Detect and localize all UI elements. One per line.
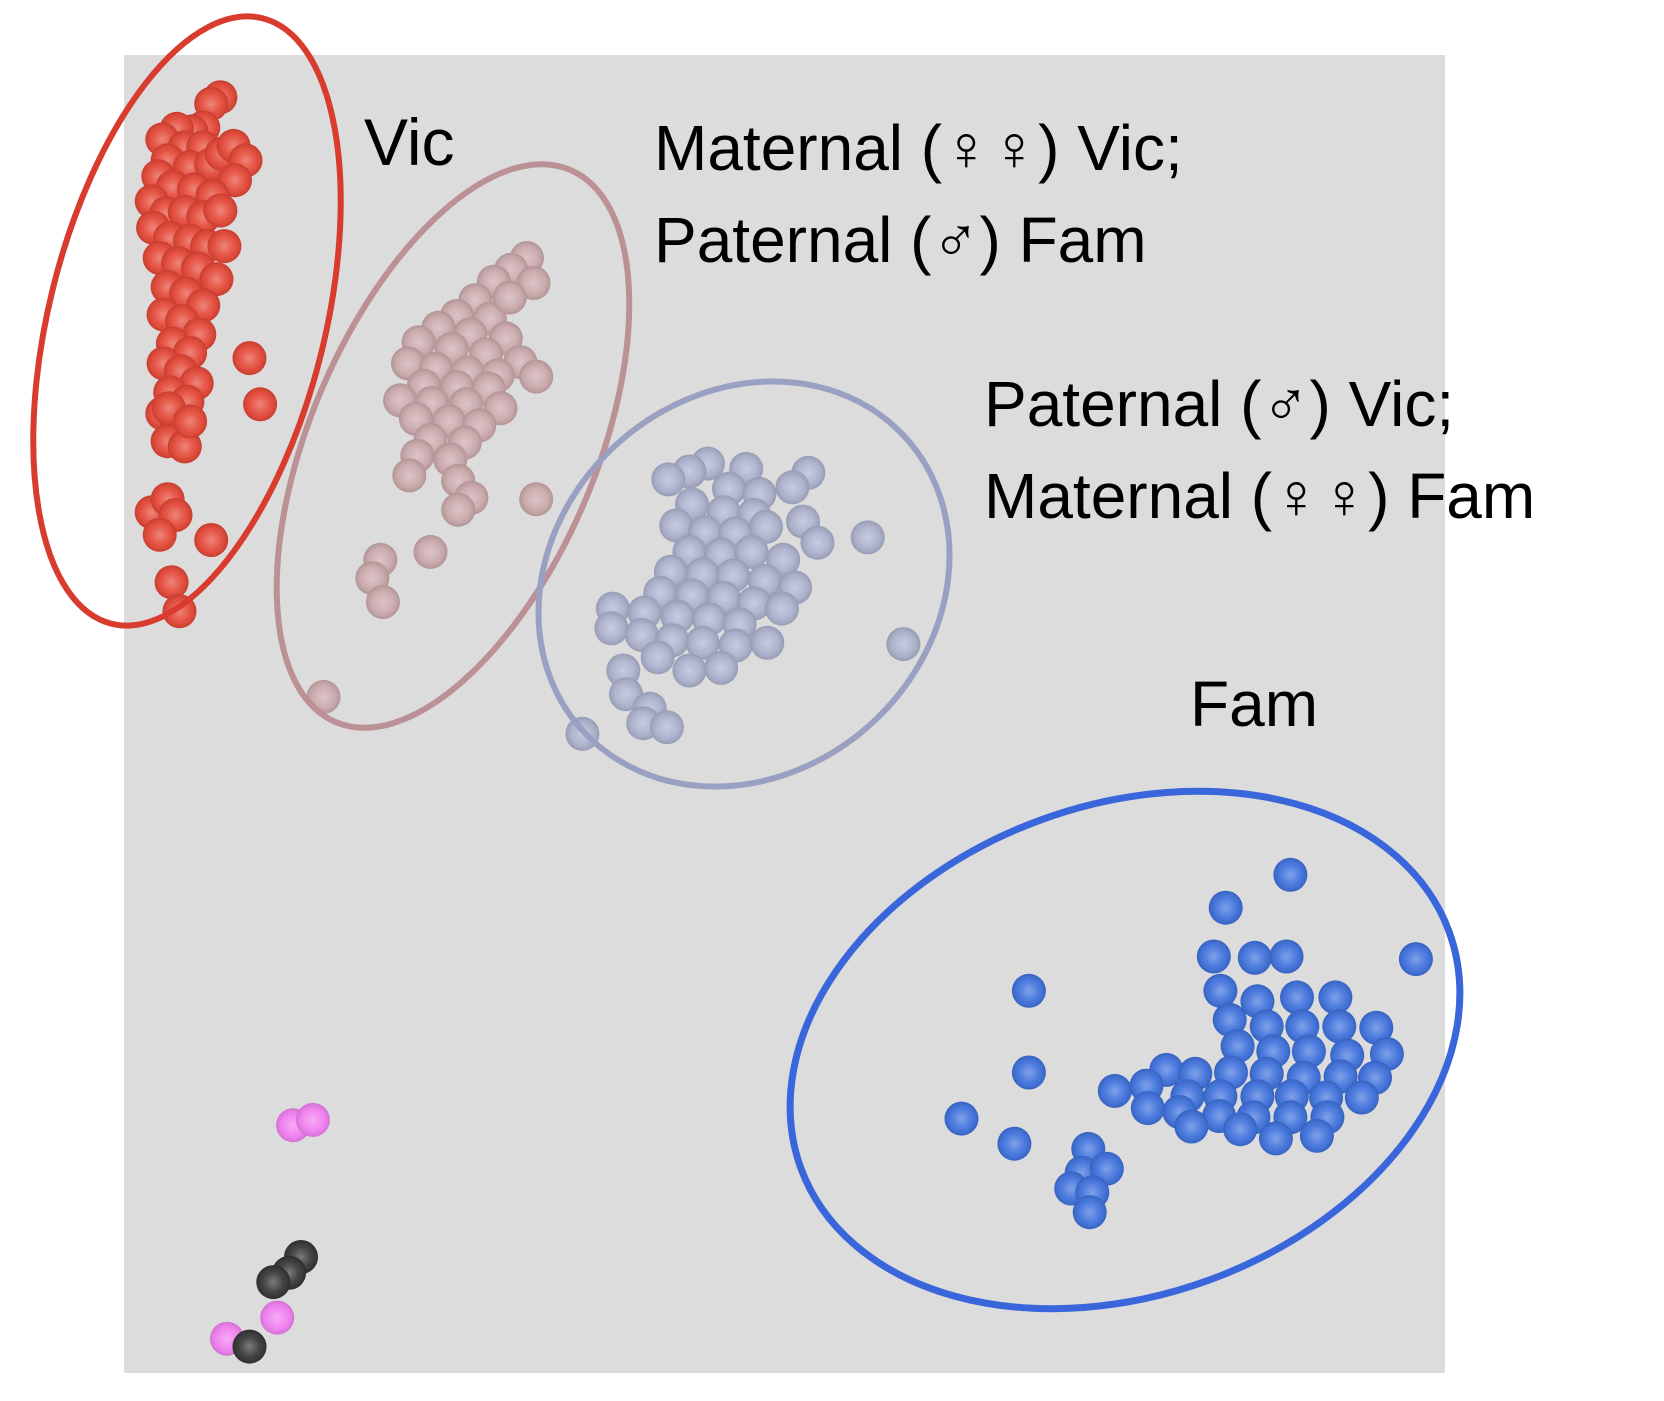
data-point-shade [260, 1300, 295, 1335]
label-maternal-vic-line1: Maternal (♀♀) Vic; [654, 112, 1183, 184]
data-point-shade [1269, 939, 1304, 974]
series-0 [134, 80, 278, 629]
data-point-shade [685, 625, 720, 660]
series-4 [210, 1102, 330, 1356]
data-point-shade [1299, 1118, 1334, 1153]
data-point-shade [764, 591, 799, 626]
data-point-shade [441, 492, 476, 527]
data-point-shade [256, 1265, 291, 1300]
data-point-shade [199, 262, 234, 297]
data-point-shade [1280, 980, 1314, 1015]
data-point-shade [1220, 1029, 1255, 1064]
data-point-shade [1212, 1002, 1247, 1037]
label-paternal-vic-line1: Paternal (♂) Vic; [984, 368, 1454, 440]
plot-background [124, 55, 1445, 1373]
data-point-shade [413, 534, 448, 569]
data-point-shade [1291, 1034, 1326, 1069]
series-3 [944, 857, 1433, 1230]
data-point-shade [886, 627, 921, 662]
data-point-shade [519, 482, 554, 517]
data-point-shade [1011, 1055, 1046, 1090]
data-point-shade [142, 517, 177, 552]
data-point-shade [640, 640, 675, 675]
label-paternal-vic-line2: Maternal (♀♀) Fam [984, 460, 1535, 532]
data-point-shade [492, 280, 527, 315]
cluster-ring-paternal-vic [535, 378, 953, 790]
data-point-shade [651, 462, 686, 497]
data-point-shade [1258, 1121, 1293, 1156]
data-point-shade [734, 534, 769, 569]
label-vic: Vic [364, 105, 455, 179]
cluster-ring-fam [786, 787, 1464, 1313]
data-point-shade [1318, 980, 1353, 1015]
data-point-shade [1208, 890, 1243, 925]
label-fam: Fam [1190, 668, 1318, 740]
data-point-shade [173, 404, 208, 439]
data-point-shade [1398, 942, 1433, 977]
label-maternal-vic-line2: Paternal (♂) Fam [654, 204, 1147, 276]
data-point-shade [850, 520, 885, 555]
data-point-shade [207, 229, 242, 264]
data-point-shade [944, 1101, 979, 1136]
data-point-shade [775, 470, 810, 505]
data-point-shade [232, 341, 267, 376]
data-point-shade [243, 387, 278, 422]
data-point-shade [750, 625, 785, 660]
cluster-ring-vic [30, 13, 344, 629]
data-point-shade [1273, 857, 1308, 892]
data-point-shade [1196, 939, 1231, 974]
data-point-shade [749, 509, 783, 544]
data-point-shade [1223, 1112, 1258, 1147]
data-point-shade [232, 1329, 267, 1364]
data-point-shade [1344, 1080, 1379, 1115]
data-point-shade [997, 1126, 1032, 1161]
points-layer [134, 80, 1433, 1364]
data-point-shade [295, 1102, 330, 1137]
data-point-shade [672, 653, 707, 688]
cluster-ring-maternal-vic [273, 161, 633, 731]
data-point-shade [649, 710, 684, 745]
data-point-shade [800, 525, 835, 560]
data-point-shade [1237, 940, 1272, 975]
data-point-shade [1072, 1195, 1107, 1230]
series-5 [232, 1240, 318, 1364]
data-point-shade [203, 193, 238, 228]
data-point-shade [365, 585, 400, 619]
data-point-shade [1359, 1010, 1394, 1045]
data-point-shade [194, 523, 229, 557]
data-point-shade [1174, 1109, 1209, 1144]
data-point-shade [1130, 1091, 1165, 1126]
data-point-shade [1322, 1009, 1357, 1044]
data-point-shade [392, 458, 427, 493]
data-point-shade [659, 508, 694, 543]
data-point-shade [704, 650, 739, 685]
data-point-shade [1097, 1073, 1132, 1108]
cluster-rings-layer [30, 13, 1464, 1313]
data-point-shade [1203, 973, 1238, 1008]
data-point-shade [519, 359, 554, 394]
cluster-labels: Vic Maternal (♀♀) Vic; Paternal (♂) Fam … [364, 105, 1535, 740]
data-point-shade [1011, 973, 1046, 1008]
series-2 [565, 446, 921, 751]
data-point-shade [154, 565, 189, 600]
data-point-shade [594, 611, 629, 646]
